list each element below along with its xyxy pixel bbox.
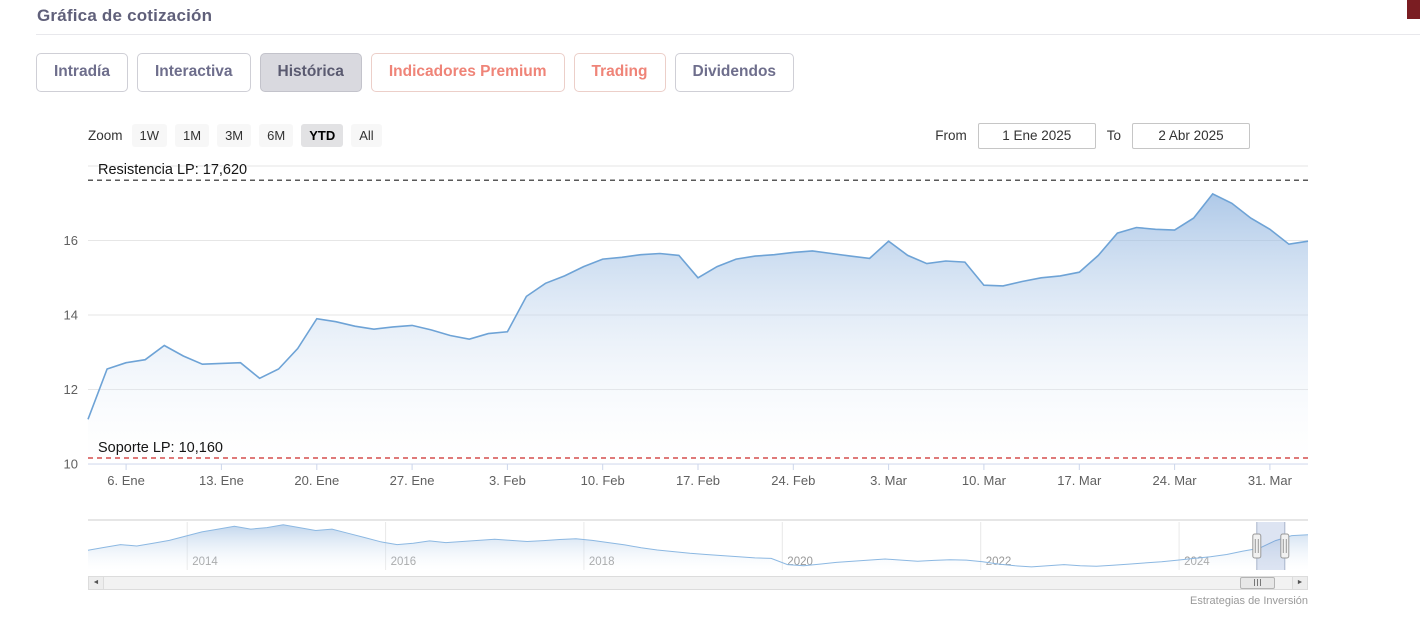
tab-interactiva[interactable]: Interactiva [136, 53, 251, 92]
x-axis-label: 24. Mar [1153, 473, 1198, 488]
chart-card: Zoom 1W 1M 3M 6M YTD All From To 10 12 14 16 6. E… [50, 122, 1320, 607]
x-axis-label: 27. Ene [390, 473, 435, 488]
zoom-button-6m[interactable]: 6M [259, 124, 294, 148]
from-label: From [935, 128, 967, 144]
scroll-right-button[interactable]: ► [1292, 576, 1307, 589]
x-axis-label: 20. Ene [294, 473, 339, 488]
price-area-fill [88, 193, 1308, 464]
navigator-area-fill [88, 524, 1308, 570]
to-date-input[interactable] [1132, 122, 1250, 149]
navigator-chart[interactable]: 201420162018202020222024 [50, 518, 1320, 576]
x-axis-label: 3. Mar [870, 473, 908, 488]
price-line [87, 192, 1309, 420]
tab-indicadores-premium[interactable]: Indicadores Premium [370, 53, 565, 92]
scrollbar-thumb[interactable] [1239, 576, 1276, 589]
page-title: Gráfica de cotización [37, 6, 213, 25]
corner-accent [1407, 0, 1420, 19]
zoom-button-1w[interactable]: 1W [131, 124, 168, 148]
date-range-group: From To [935, 122, 1250, 149]
tab-dividendos[interactable]: Dividendos [674, 53, 795, 92]
tab-bar: Intradía Interactiva Histórica Indicadores … [36, 53, 1420, 92]
navigator-handle-right[interactable] [1280, 521, 1290, 570]
scrollbar-track[interactable] [104, 576, 1292, 589]
zoom-buttons-group: 1W 1M 3M 6M YTD All [131, 124, 382, 148]
header: Gráfica de cotización [36, 4, 1420, 35]
y-axis-label: 16 [64, 233, 78, 248]
y-axis-label: 14 [64, 307, 78, 322]
navigator: 201420162018202020222024 [50, 518, 1320, 576]
price-area-chart: 10 12 14 16 6. Ene 13. Ene 20. Ene 27. Ene 3. Fe… [64, 162, 1309, 488]
y-axis-label: 12 [64, 382, 78, 397]
credit-text: Estrategias de Inversión [1189, 594, 1308, 607]
navigator-line [87, 523, 1309, 567]
x-axis-label: 3. Feb [489, 473, 526, 488]
navigator-selected-range[interactable] [1256, 521, 1285, 570]
to-label: To [1106, 128, 1121, 144]
x-axis-label: 24. Feb [771, 473, 815, 488]
tab-trading[interactable]: Trading [573, 53, 666, 92]
x-axis-label: 17. Feb [676, 473, 720, 488]
x-axis-label: 17. Mar [1057, 473, 1102, 488]
plotline-label-soporte: Soporte LP: 10,160 [98, 440, 223, 456]
scroll-left-button[interactable]: ◄ [89, 576, 104, 589]
zoom-button-3m[interactable]: 3M [217, 124, 252, 148]
zoom-button-all[interactable]: All [351, 124, 382, 148]
navigator-handle-left[interactable] [1252, 521, 1262, 570]
x-axis-label: 6. Ene [107, 473, 145, 488]
x-axis-label: 13. Ene [199, 473, 244, 488]
chart-toolbar: Zoom 1W 1M 3M 6M YTD All From To [50, 122, 1320, 150]
tab-historica[interactable]: Histórica [259, 53, 362, 92]
chart-scrollbar[interactable]: ◄ ► [88, 575, 1308, 590]
zoom-button-1m[interactable]: 1M [175, 124, 210, 148]
from-date-input[interactable] [977, 122, 1096, 149]
plotline-label-resistencia: Resistencia LP: 17,620 [98, 162, 247, 178]
zoom-group: Zoom 1W 1M 3M 6M YTD All [88, 124, 382, 148]
x-axis-label: 10. Mar [962, 473, 1007, 488]
tab-intradia[interactable]: Intradía [36, 53, 128, 92]
y-axis-label: 10 [64, 456, 78, 471]
zoom-button-ytd[interactable]: YTD [301, 124, 344, 148]
main-chart-area: 10 12 14 16 6. Ene 13. Ene 20. Ene 27. Ene 3. Fe… [50, 152, 1320, 492]
x-axis-label: 10. Feb [581, 473, 625, 488]
scrollbar-grip-icon [1257, 579, 1259, 587]
zoom-label: Zoom [88, 128, 123, 144]
x-axis-label: 31. Mar [1248, 473, 1293, 488]
